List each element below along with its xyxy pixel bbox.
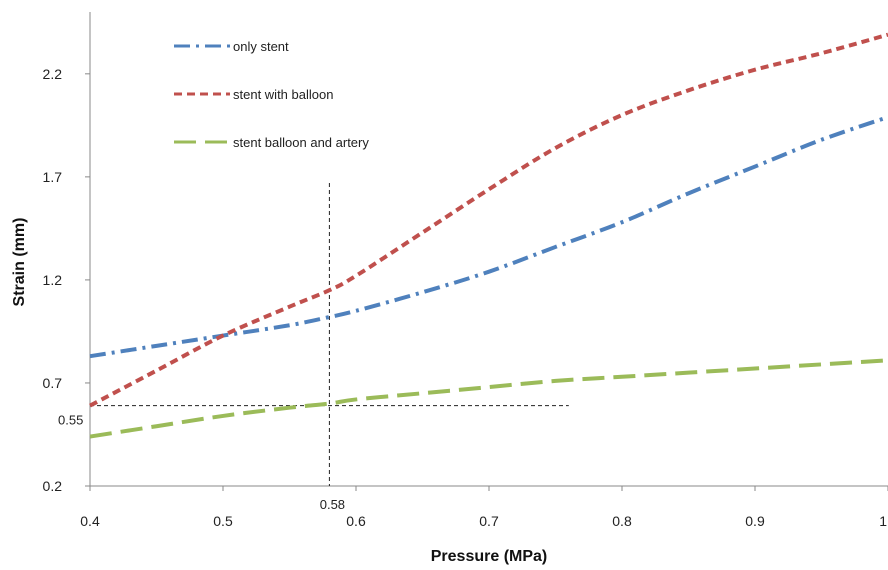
x-tick-label: 0.8 xyxy=(612,513,632,529)
y-marker-label: 0.55 xyxy=(58,413,83,428)
legend-label-1: stent with balloon xyxy=(233,87,333,102)
y-tick-label: 0.7 xyxy=(43,375,63,391)
x-tick-label: 0.9 xyxy=(745,513,765,529)
series-lines xyxy=(89,32,888,439)
series-line-1 xyxy=(89,32,888,408)
x-tick-label: 0.4 xyxy=(80,513,100,529)
x-tick-label: 0.7 xyxy=(479,513,499,529)
y-tick-label: 0.2 xyxy=(43,478,63,494)
series-line-0 xyxy=(89,115,888,359)
x-tick-label: 0.6 xyxy=(346,513,366,529)
y-tick-label: 1.2 xyxy=(43,272,63,288)
legend-label-0: only stent xyxy=(233,39,289,54)
axes: 0.2 0.7 1.2 1.7 2.2 0.4 0.5 0.6 0.7 0.8 0.9 1 xyxy=(43,12,888,529)
x-axis-title: Pressure (MPa) xyxy=(431,548,548,565)
legend-label-2: stent balloon and artery xyxy=(233,135,369,150)
legend: only stent stent with balloon stent balloo… xyxy=(174,39,369,150)
y-tick-label: 2.2 xyxy=(43,66,63,82)
x-tick-label: 0.5 xyxy=(213,513,233,529)
y-axis-title: Strain (mm) xyxy=(11,218,28,307)
y-tick-label: 1.7 xyxy=(43,169,63,185)
series-line-2 xyxy=(89,358,888,439)
annotations: 0.58 0.55 xyxy=(58,183,569,512)
x-tick-label: 1 xyxy=(879,513,887,529)
x-marker-label: 0.58 xyxy=(320,497,345,512)
